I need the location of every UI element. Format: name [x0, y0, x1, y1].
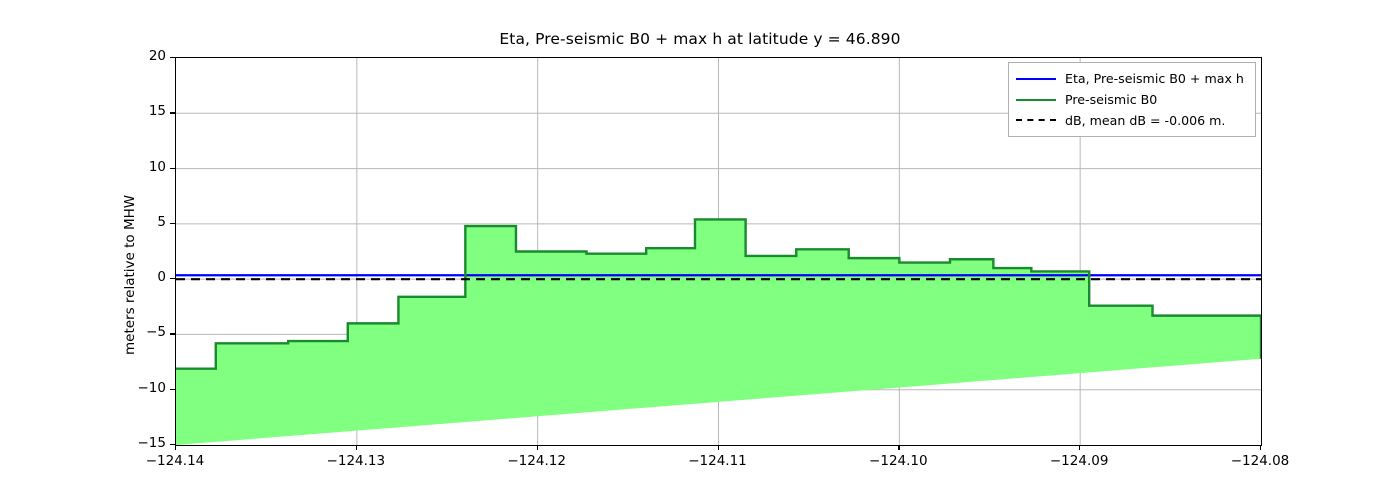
chart-legend: Eta, Pre-seismic B0 + max h Pre-seismic B… — [1008, 62, 1256, 137]
y-tick-label: 5 — [157, 213, 166, 230]
y-tick-label: 20 — [148, 48, 166, 64]
x-tick-label: −124.10 — [869, 453, 928, 469]
legend-label: dB, mean dB = -0.006 m. — [1065, 113, 1226, 128]
y-tick-mark — [170, 112, 175, 114]
legend-line-icon — [1016, 119, 1056, 121]
x-tick-mark — [175, 445, 177, 450]
legend-item[interactable]: Pre-seismic B0 — [1016, 89, 1248, 110]
y-tick-label: −5 — [146, 324, 166, 341]
x-tick-mark — [717, 445, 719, 450]
legend-swatch — [1016, 94, 1056, 106]
legend-item[interactable]: Eta, Pre-seismic B0 + max h — [1016, 68, 1248, 89]
x-tick-label: −124.11 — [688, 453, 747, 469]
y-tick-mark — [170, 167, 175, 169]
x-tick-mark — [1079, 445, 1081, 450]
legend-label: Eta, Pre-seismic B0 + max h — [1065, 71, 1244, 86]
y-tick-mark — [170, 222, 175, 225]
legend-label: Pre-seismic B0 — [1065, 92, 1158, 107]
legend-line-icon — [1016, 98, 1056, 101]
chart-title: Eta, Pre-seismic B0 + max h at latitude … — [499, 30, 901, 48]
y-tick-mark — [170, 444, 175, 446]
legend-swatch — [1016, 73, 1056, 85]
plot-inner — [176, 58, 1261, 445]
x-tick-label: −124.08 — [1230, 453, 1290, 469]
x-tick-label: −124.14 — [145, 453, 205, 469]
y-tick-mark — [170, 333, 175, 335]
y-tick-label: 0 — [157, 269, 166, 286]
y-tick-mark — [170, 57, 175, 59]
legend-line-icon — [1016, 77, 1056, 80]
y-tick-mark — [170, 278, 175, 280]
b0-step-line — [176, 218, 1261, 370]
y-tick-label: −15 — [137, 435, 167, 451]
y-tick-label: 15 — [148, 103, 166, 120]
y-tick-label: 10 — [148, 158, 166, 175]
chart-svg — [176, 58, 1261, 445]
legend-swatch — [1016, 115, 1056, 127]
legend-item[interactable]: dB, mean dB = -0.006 m. — [1016, 110, 1248, 131]
x-tick-mark — [536, 445, 538, 450]
y-tick-mark — [170, 388, 175, 390]
x-tick-label: −124.12 — [507, 453, 566, 469]
x-tick-mark — [355, 445, 358, 450]
x-tick-label: −124.09 — [1049, 453, 1109, 469]
x-tick-mark — [898, 445, 900, 450]
y-axis-label: meters relative to MHW — [122, 194, 138, 355]
y-tick-label: −10 — [137, 379, 167, 396]
x-tick-label: −124.13 — [326, 453, 386, 469]
x-tick-mark — [1260, 445, 1262, 450]
